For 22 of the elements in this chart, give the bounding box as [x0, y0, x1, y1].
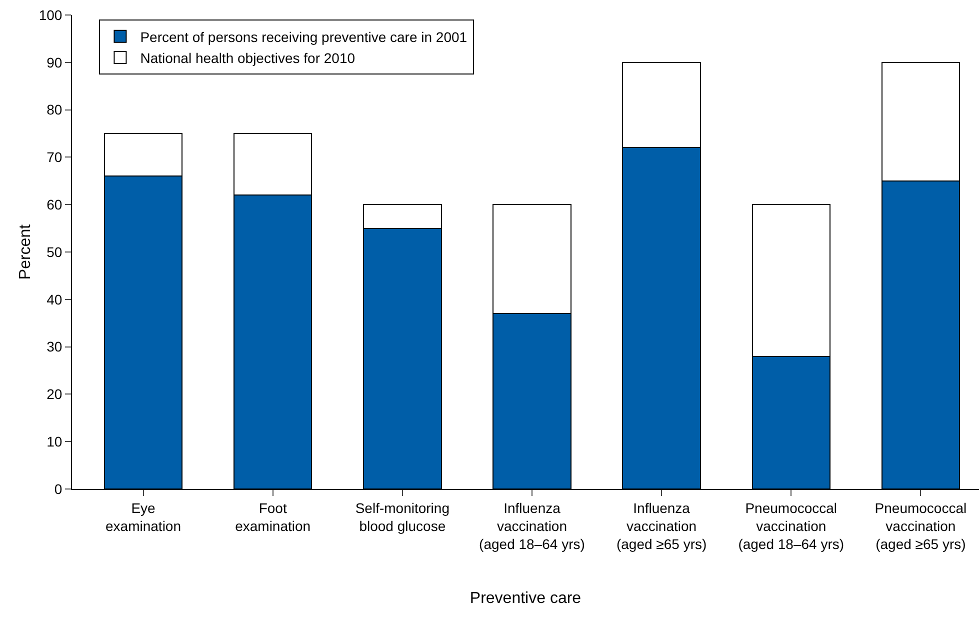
legend-label: National health objectives for 2010 — [140, 50, 356, 66]
y-tick-label: 20 — [46, 386, 62, 402]
x-tick-label: Influenza vaccination (aged 18–64 yrs) — [479, 500, 585, 552]
y-axis-title: Percent — [17, 224, 34, 280]
y-tick-label: 100 — [38, 6, 62, 23]
legend-label: Percent of persons receiving preventive care in 2001 — [140, 28, 468, 45]
x-tick-label: Foot examination — [235, 500, 311, 534]
y-tick-label: 90 — [46, 54, 62, 70]
y-tick-label: 40 — [46, 291, 62, 308]
x-tick-label: Self-monitoring blood glucose — [355, 500, 450, 534]
y-tick-label: 50 — [46, 244, 62, 260]
y-tick-label: 80 — [46, 102, 62, 118]
y-tick-label: 70 — [46, 149, 62, 166]
x-tick-label: Pneumococcal vaccination (aged 18–64 yrs) — [738, 500, 844, 552]
y-tick-label: 0 — [54, 480, 62, 497]
y-tick-label: 10 — [46, 434, 62, 450]
x-axis-title: Preventive care — [470, 590, 582, 607]
x-tick-label: Pneumococcal vaccination (aged ≥65 yrs) — [874, 500, 967, 552]
y-tick-label: 30 — [46, 338, 62, 355]
x-tick-label: Influenza vaccination (aged ≥65 yrs) — [616, 500, 707, 552]
y-tick-label: 60 — [46, 196, 62, 212]
x-tick-label: Eye examination — [106, 500, 182, 534]
